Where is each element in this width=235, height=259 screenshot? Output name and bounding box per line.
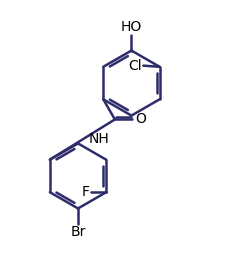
Text: HO: HO (121, 20, 142, 34)
Text: NH: NH (88, 132, 109, 146)
Text: O: O (135, 112, 146, 126)
Text: Cl: Cl (129, 59, 142, 73)
Text: Br: Br (70, 225, 86, 239)
Text: F: F (81, 185, 89, 199)
